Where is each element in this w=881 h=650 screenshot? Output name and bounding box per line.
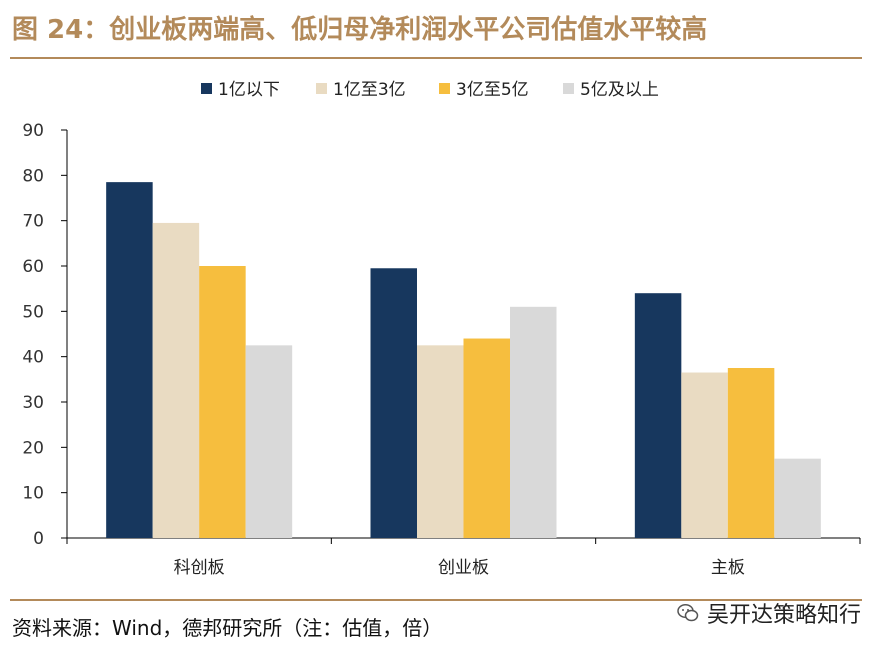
legend-swatch <box>201 83 212 94</box>
watermark: 吴开达策略知行 <box>677 597 861 629</box>
x-category-label: 科创板 <box>174 558 225 578</box>
legend-item: 1亿以下 <box>201 80 280 100</box>
bars <box>106 182 821 538</box>
bar-5亿及以上-创业板 <box>510 306 557 538</box>
y-tick-label: 60 <box>22 257 44 277</box>
y-tick-label: 30 <box>22 393 44 413</box>
bar-5亿及以上-科创板 <box>245 345 293 538</box>
legend-item: 3亿至5亿 <box>439 80 529 100</box>
source-note: 资料来源：Wind，德邦研究所（注：估值，倍） <box>12 616 443 640</box>
y-tick-label: 40 <box>22 348 44 368</box>
legend-label: 1亿至3亿 <box>333 80 406 100</box>
bar-1亿至3亿-主板 <box>681 372 728 538</box>
chart-title: 图 24：创业板两端高、低归母净利润水平公司估值水平较高 <box>12 15 708 45</box>
bar-5亿及以上-主板 <box>774 458 821 538</box>
y-tick-label: 90 <box>22 121 44 141</box>
y-tick-label: 50 <box>22 302 44 322</box>
legend-swatch <box>563 83 574 94</box>
y-tick-label: 20 <box>22 438 44 458</box>
bar-3亿至5亿-主板 <box>727 368 775 538</box>
bar-1亿以下-科创板 <box>106 182 153 538</box>
legend-swatch <box>316 83 327 94</box>
y-tick-label: 0 <box>33 529 44 549</box>
x-category-label: 创业板 <box>438 558 489 578</box>
bar-3亿至5亿-科创板 <box>199 266 246 538</box>
wechat-icon <box>677 603 699 622</box>
bar-1亿至3亿-科创板 <box>152 222 200 538</box>
title-divider <box>10 57 862 59</box>
legend-item: 5亿及以上 <box>563 80 659 100</box>
legend-item: 1亿至3亿 <box>316 80 406 100</box>
legend-swatch <box>439 83 450 94</box>
y-tick-label: 70 <box>22 212 44 232</box>
bar-1亿以下-创业板 <box>370 268 417 538</box>
bar-3亿至5亿-创业板 <box>463 338 510 538</box>
legend-label: 5亿及以上 <box>580 80 659 100</box>
legend-label: 1亿以下 <box>218 80 280 100</box>
x-category-label: 主板 <box>711 558 745 578</box>
watermark-text: 吴开达策略知行 <box>706 603 861 628</box>
bar-1亿至3亿-创业板 <box>417 345 464 538</box>
legend: 1亿以下 1亿至3亿 3亿至5亿 5亿及以上 <box>201 80 659 100</box>
y-tick-label: 10 <box>22 484 44 504</box>
footer-divider <box>10 599 862 601</box>
legend-label: 3亿至5亿 <box>456 80 529 100</box>
y-axis: 0 10 20 30 40 50 60 70 80 90 <box>22 121 68 549</box>
x-axis: 科创板 创业板 主板 <box>66 537 861 578</box>
y-tick-label: 80 <box>22 166 44 186</box>
bar-1亿以下-主板 <box>634 293 682 538</box>
bar-chart: 1亿以下 1亿至3亿 3亿至5亿 5亿及以上 0102030405060708090 … <box>22 80 861 578</box>
